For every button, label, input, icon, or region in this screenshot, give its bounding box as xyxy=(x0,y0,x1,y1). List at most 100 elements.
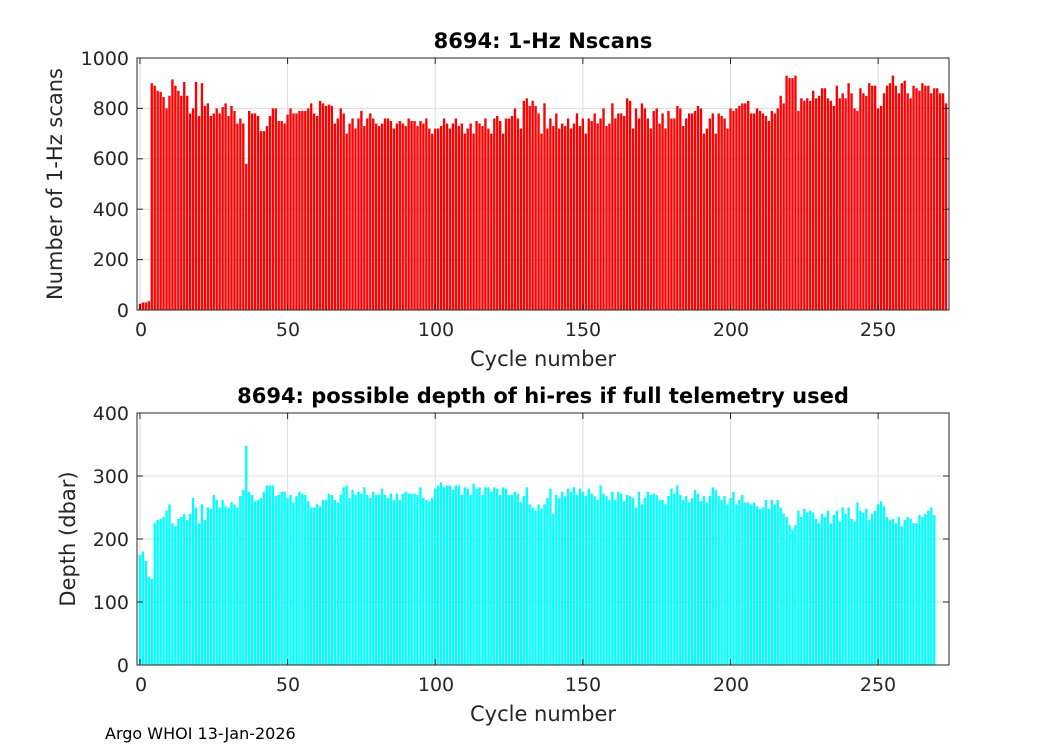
depth-bar xyxy=(800,516,803,665)
depth-bar xyxy=(339,494,342,665)
chart-depth: 8694: possible depth of hi-res if full t… xyxy=(56,384,950,726)
depth-bar xyxy=(847,507,850,665)
depth-bar xyxy=(262,491,266,665)
nscans-bar xyxy=(693,110,697,310)
nscans-bar xyxy=(933,88,936,311)
depth-bar xyxy=(540,508,543,665)
nscans-bar xyxy=(271,108,274,311)
depth-bar xyxy=(912,523,915,665)
nscans-bar xyxy=(938,93,942,310)
depth-bar xyxy=(233,504,236,665)
nscans-bar xyxy=(735,108,738,311)
nscans-bar xyxy=(587,118,590,310)
depth-bar xyxy=(301,493,304,665)
nscans-bar xyxy=(330,105,334,310)
depth-bar xyxy=(620,493,623,665)
depth-bar xyxy=(191,498,195,665)
nscans-ytick-label: 400 xyxy=(93,199,129,221)
nscans-bar xyxy=(431,133,434,310)
nscans-bar xyxy=(186,95,189,310)
nscans-bar xyxy=(295,113,298,310)
depth-bar xyxy=(631,498,635,665)
nscans-ytick-label: 0 xyxy=(117,300,129,322)
depth-bar xyxy=(230,502,233,665)
nscans-bar xyxy=(339,108,342,311)
depth-bar xyxy=(312,507,316,665)
nscans-xtick-label: 50 xyxy=(276,319,300,341)
depth-bar xyxy=(478,487,481,665)
nscans-bar xyxy=(803,100,806,310)
depth-bar xyxy=(528,504,531,665)
depth-bar xyxy=(253,501,257,665)
depth-bar xyxy=(315,504,319,665)
nscans-bar xyxy=(324,105,328,310)
nscans-bar xyxy=(903,80,906,311)
depth-bar xyxy=(197,523,201,665)
depth-bar xyxy=(407,493,410,665)
depth-bar xyxy=(484,487,487,665)
nscans-bar xyxy=(448,128,452,310)
depth-bar xyxy=(608,499,611,665)
depth-bar xyxy=(909,518,912,665)
nscans-bar xyxy=(552,126,555,310)
nscans-bar xyxy=(856,110,859,310)
nscans-bar xyxy=(543,103,546,310)
nscans-bar xyxy=(457,126,461,310)
nscans-bar xyxy=(407,118,410,310)
depth-bar xyxy=(150,578,153,665)
nscans-bar xyxy=(758,110,762,310)
nscans-bar xyxy=(534,105,537,310)
depth-bar xyxy=(466,488,469,665)
depth-bar xyxy=(537,504,540,665)
nscans-bar xyxy=(894,85,898,310)
depth-bar xyxy=(342,487,345,665)
nscans-bar xyxy=(755,108,759,311)
nscans-bar xyxy=(357,118,360,310)
depth-bar xyxy=(357,491,360,665)
depth-bar xyxy=(327,493,331,665)
depth-bar xyxy=(661,499,664,665)
nscans-bar xyxy=(623,115,626,311)
nscans-bar xyxy=(797,110,800,310)
nscans-bar xyxy=(661,113,664,310)
nscans-bar xyxy=(156,90,159,310)
nscans-bar xyxy=(572,123,576,311)
depth-ytick-label: 400 xyxy=(93,403,129,425)
depth-bar xyxy=(708,496,712,665)
depth-xlabel: Cycle number xyxy=(470,702,616,726)
depth-xtick-label: 150 xyxy=(565,674,601,696)
nscans-bar xyxy=(312,113,316,310)
nscans-bar xyxy=(404,126,407,310)
depth-bar xyxy=(575,494,579,665)
nscans-bar xyxy=(664,128,667,310)
depth-bar xyxy=(729,498,732,665)
depth-bar xyxy=(162,516,165,665)
depth-bar xyxy=(366,494,369,665)
nscans-bar xyxy=(398,121,401,310)
nscans-bar xyxy=(614,118,617,310)
depth-bar xyxy=(180,516,183,665)
depth-bar xyxy=(811,512,815,665)
nscans-bar xyxy=(747,100,750,310)
nscans-bar xyxy=(283,123,286,311)
nscans-bar xyxy=(673,118,676,310)
depth-bar xyxy=(188,513,192,665)
nscans-bar xyxy=(823,88,827,311)
depth-bar xyxy=(200,504,204,665)
depth-bar xyxy=(838,521,841,665)
depth-bar xyxy=(921,516,924,665)
depth-bar xyxy=(779,507,782,665)
nscans-bar xyxy=(525,98,528,310)
nscans-bar xyxy=(776,108,779,311)
depth-bar xyxy=(392,499,396,665)
depth-bar xyxy=(581,491,585,665)
nscans-bar xyxy=(233,110,236,310)
depth-bar xyxy=(369,498,372,665)
nscans-bar xyxy=(428,128,431,310)
nscans-bar xyxy=(413,121,416,310)
depth-bar xyxy=(891,518,895,665)
depth-bar xyxy=(363,487,366,665)
nscans-bar xyxy=(788,78,791,310)
depth-bar xyxy=(752,502,756,665)
depth-bar xyxy=(625,494,629,665)
